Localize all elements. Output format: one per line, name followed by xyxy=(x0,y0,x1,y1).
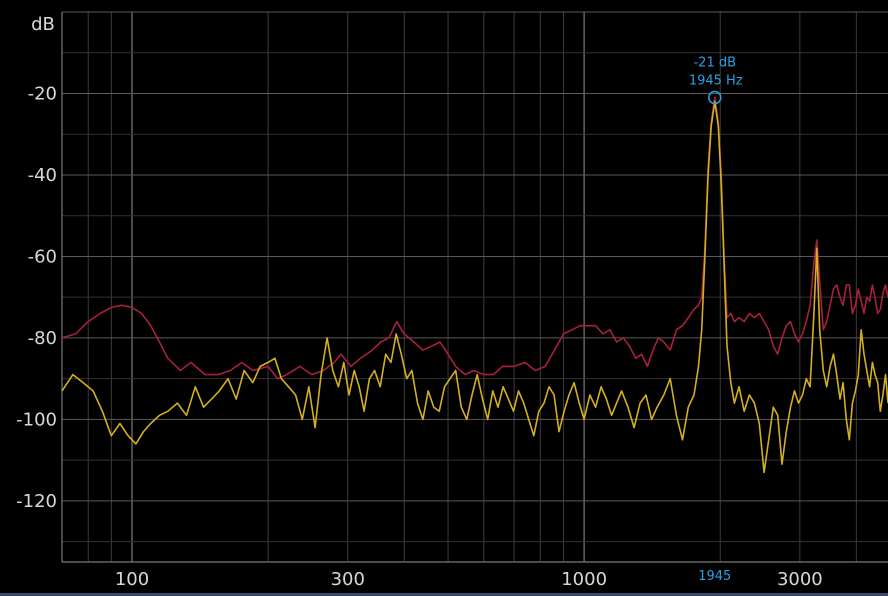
y-tick-label: -20 xyxy=(28,83,57,104)
y-tick-label: -40 xyxy=(28,165,57,186)
series-lines xyxy=(61,96,888,474)
y-tick-labels: -20 -40 -60 -80 -100 -120 xyxy=(16,83,57,511)
y-tick-label: -120 xyxy=(16,491,57,512)
y-tick-label: -80 xyxy=(28,328,57,349)
series-line-2 xyxy=(61,100,888,474)
x-tick-label: 100 xyxy=(115,569,149,590)
peak-level-label: -21 dB xyxy=(693,56,736,71)
x-tick-label: 3000 xyxy=(777,569,823,590)
x-tick-label: 1000 xyxy=(561,569,607,590)
x-tick-label: 300 xyxy=(331,569,365,590)
peak-axis-label: 1945 xyxy=(698,569,731,584)
grid xyxy=(61,11,888,563)
bottom-edge-strip xyxy=(0,593,888,596)
y-tick-label: -100 xyxy=(16,409,57,430)
x-tick-labels: 100 300 1000 3000 xyxy=(115,569,823,590)
peak-marker: -21 dB 1945 Hz 1945 xyxy=(689,56,743,584)
peak-marker-circle xyxy=(708,90,722,105)
y-axis-label: dB xyxy=(31,14,55,35)
y-tick-label: -60 xyxy=(28,246,57,267)
series-line-1 xyxy=(61,96,888,380)
peak-frequency-label: 1945 Hz xyxy=(689,74,743,89)
